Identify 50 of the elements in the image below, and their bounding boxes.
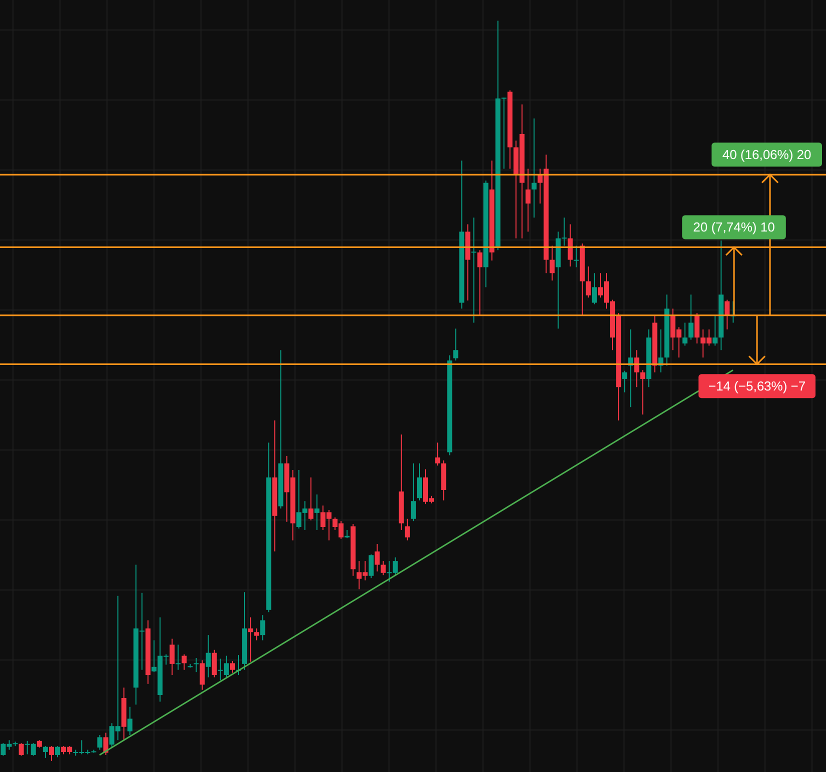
candlestick xyxy=(532,118,537,218)
candlestick xyxy=(18,742,24,756)
candlestick xyxy=(477,250,482,316)
candlestick xyxy=(471,217,476,324)
candlestick xyxy=(550,245,555,282)
candlestick xyxy=(230,660,235,674)
candlestick xyxy=(42,746,48,758)
candlestick xyxy=(501,97,506,170)
candlestick xyxy=(410,462,416,522)
candlestick xyxy=(103,732,108,756)
candlestick xyxy=(127,706,132,736)
candlestick xyxy=(176,644,181,670)
candlestick xyxy=(688,294,694,340)
candlestick xyxy=(724,299,730,330)
candlestick xyxy=(170,638,175,676)
candlestick xyxy=(682,322,688,346)
annotation: −14 (−5,63%) −7 xyxy=(708,378,806,394)
candlestick xyxy=(212,649,217,678)
candlestick xyxy=(416,462,422,501)
candlestick xyxy=(182,654,187,670)
candlestick xyxy=(200,660,205,690)
candlestick xyxy=(380,560,386,576)
annotation: 40 (16,06%) 20 xyxy=(722,147,812,162)
candlestick xyxy=(254,628,260,641)
candlestick xyxy=(562,217,567,246)
annotation: 20 (7,74%) 10 xyxy=(693,220,775,235)
candlestick xyxy=(48,746,54,762)
candlestick xyxy=(194,658,199,673)
candlestick xyxy=(368,554,374,579)
candlestick xyxy=(404,518,410,541)
candlestick xyxy=(568,224,573,267)
candlestick xyxy=(453,328,458,361)
candlestick xyxy=(526,168,531,232)
candlestick xyxy=(640,370,646,415)
candlestick xyxy=(206,634,211,678)
candlestick xyxy=(712,314,718,346)
candlestick xyxy=(634,350,640,388)
candlestick xyxy=(248,616,254,662)
candlestick xyxy=(97,734,102,750)
candlestick xyxy=(574,245,579,268)
candlestick xyxy=(260,614,266,641)
candlestick xyxy=(694,312,700,344)
candlestick xyxy=(314,494,320,530)
candlestick xyxy=(55,746,60,758)
candlestick xyxy=(435,442,440,466)
candlestick xyxy=(586,266,591,298)
candlestick xyxy=(592,272,597,305)
candlestick xyxy=(308,476,314,521)
candlestick xyxy=(374,544,380,572)
candlestick xyxy=(622,370,628,393)
